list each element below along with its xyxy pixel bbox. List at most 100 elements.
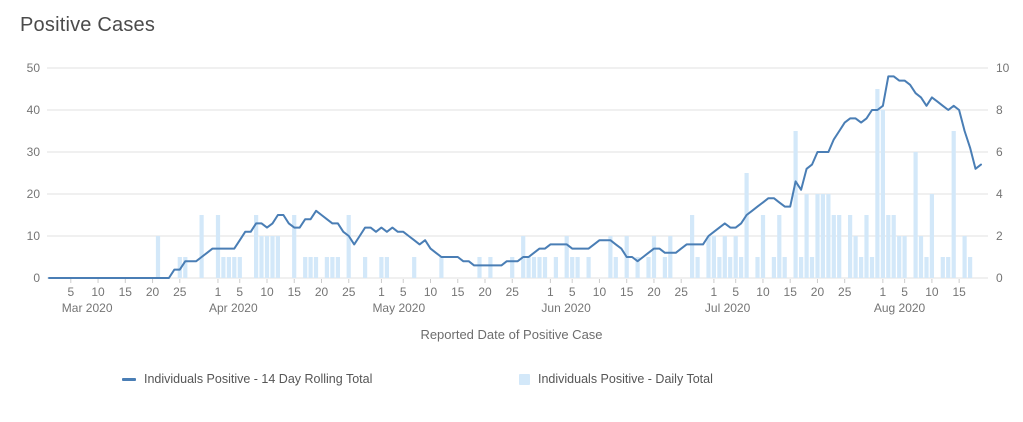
daily-total-bar[interactable]: [662, 257, 667, 278]
x-axis-tick-label: 1: [880, 285, 887, 299]
daily-total-bar[interactable]: [553, 257, 558, 278]
daily-total-bar[interactable]: [613, 257, 618, 278]
daily-total-bar[interactable]: [886, 215, 891, 278]
y-axis-right-tick-label: 4: [996, 187, 1003, 201]
daily-total-bar[interactable]: [771, 257, 776, 278]
daily-total-bar[interactable]: [488, 257, 493, 278]
daily-total-bar[interactable]: [826, 194, 831, 278]
daily-total-bar[interactable]: [313, 257, 319, 278]
daily-total-bar[interactable]: [526, 257, 531, 278]
daily-total-bar[interactable]: [259, 236, 264, 278]
daily-total-bar[interactable]: [891, 215, 896, 278]
daily-total-bar[interactable]: [646, 257, 651, 278]
daily-total-bar[interactable]: [848, 215, 853, 278]
daily-total-bar[interactable]: [722, 236, 727, 278]
daily-total-bar[interactable]: [635, 257, 640, 278]
daily-total-bar[interactable]: [902, 236, 907, 278]
x-axis-tick-label: 25: [506, 285, 520, 299]
daily-total-bar[interactable]: [755, 257, 760, 278]
daily-total-bar[interactable]: [728, 257, 733, 278]
daily-total-bar[interactable]: [695, 257, 700, 278]
daily-total-bar[interactable]: [837, 215, 842, 278]
legend-item-rolling-total[interactable]: Individuals Positive - 14 Day Rolling To…: [122, 363, 372, 395]
daily-total-bar[interactable]: [379, 257, 384, 278]
daily-total-bar[interactable]: [717, 257, 722, 278]
daily-total-bar[interactable]: [199, 215, 204, 278]
daily-total-bar[interactable]: [924, 257, 929, 278]
daily-total-bar[interactable]: [324, 257, 329, 278]
daily-total-bar[interactable]: [412, 257, 417, 278]
daily-total-bar[interactable]: [962, 236, 967, 278]
daily-total-bar[interactable]: [237, 257, 242, 278]
daily-total-bar[interactable]: [809, 257, 815, 278]
daily-total-bar[interactable]: [815, 194, 820, 278]
daily-total-bar[interactable]: [292, 215, 297, 278]
daily-total-bar[interactable]: [651, 236, 657, 278]
daily-total-bar[interactable]: [537, 257, 542, 278]
daily-total-bar[interactable]: [913, 152, 918, 278]
daily-total-bar[interactable]: [477, 257, 482, 278]
rolling-total-line[interactable]: [48, 75, 982, 279]
daily-total-bar[interactable]: [897, 236, 902, 278]
daily-total-bar[interactable]: [668, 236, 673, 278]
daily-total-bar[interactable]: [733, 236, 738, 278]
daily-total-bar[interactable]: [706, 236, 711, 278]
daily-total-bar[interactable]: [308, 257, 313, 278]
daily-total-bar[interactable]: [760, 215, 766, 278]
daily-total-bar[interactable]: [303, 257, 308, 278]
daily-total-bar[interactable]: [254, 215, 259, 278]
daily-total-bar[interactable]: [215, 215, 221, 278]
daily-total-bar[interactable]: [946, 257, 951, 278]
daily-total-bar[interactable]: [330, 257, 335, 278]
legend-item-daily-total[interactable]: Individuals Positive - Daily Total: [519, 363, 713, 395]
daily-total-bar[interactable]: [155, 236, 161, 278]
daily-total-bar[interactable]: [804, 194, 809, 278]
daily-total-bar[interactable]: [346, 215, 351, 278]
daily-total-bar[interactable]: [940, 257, 945, 278]
daily-total-bar[interactable]: [570, 257, 575, 278]
daily-total-bar[interactable]: [363, 257, 368, 278]
daily-total-bar[interactable]: [968, 257, 973, 278]
daily-total-bar[interactable]: [264, 236, 270, 278]
daily-total-bar[interactable]: [270, 236, 275, 278]
daily-total-bar[interactable]: [183, 257, 188, 278]
daily-total-bar[interactable]: [793, 131, 798, 278]
daily-total-bar[interactable]: [510, 257, 515, 278]
daily-total-bar[interactable]: [586, 257, 591, 278]
daily-total-bar[interactable]: [275, 236, 280, 278]
daily-total-bar[interactable]: [608, 236, 613, 278]
daily-total-bar[interactable]: [177, 257, 182, 278]
daily-total-bar[interactable]: [869, 257, 875, 278]
daily-total-bar[interactable]: [880, 110, 885, 278]
daily-total-bar[interactable]: [690, 215, 695, 278]
daily-total-bar[interactable]: [777, 215, 782, 278]
daily-total-bar[interactable]: [232, 257, 237, 278]
daily-total-bar[interactable]: [221, 257, 226, 278]
daily-total-bar[interactable]: [859, 257, 864, 278]
daily-total-bar[interactable]: [799, 257, 804, 278]
daily-total-bar[interactable]: [744, 173, 749, 278]
daily-total-bar[interactable]: [711, 236, 716, 278]
daily-total-bar[interactable]: [875, 89, 880, 278]
daily-total-bar[interactable]: [918, 236, 924, 278]
daily-total-bar[interactable]: [542, 257, 548, 278]
daily-total-bar[interactable]: [384, 257, 389, 278]
daily-total-bar[interactable]: [335, 257, 340, 278]
x-axis-tick-label: 25: [342, 285, 356, 299]
x-axis-tick-label: 10: [424, 285, 438, 299]
daily-total-bar[interactable]: [226, 257, 231, 278]
daily-total-bar[interactable]: [782, 257, 787, 278]
daily-total-bar[interactable]: [439, 257, 444, 278]
daily-total-bar[interactable]: [575, 257, 580, 278]
daily-total-bar[interactable]: [864, 215, 869, 278]
daily-total-bar[interactable]: [853, 236, 858, 278]
daily-total-bar[interactable]: [564, 236, 569, 278]
x-axis-tick-label: 20: [478, 285, 492, 299]
daily-total-bar[interactable]: [951, 131, 956, 278]
daily-total-bar[interactable]: [531, 257, 537, 278]
daily-total-bar[interactable]: [929, 194, 934, 278]
daily-total-bar[interactable]: [739, 257, 744, 278]
daily-total-bar[interactable]: [831, 215, 836, 278]
daily-total-bar[interactable]: [820, 194, 825, 278]
